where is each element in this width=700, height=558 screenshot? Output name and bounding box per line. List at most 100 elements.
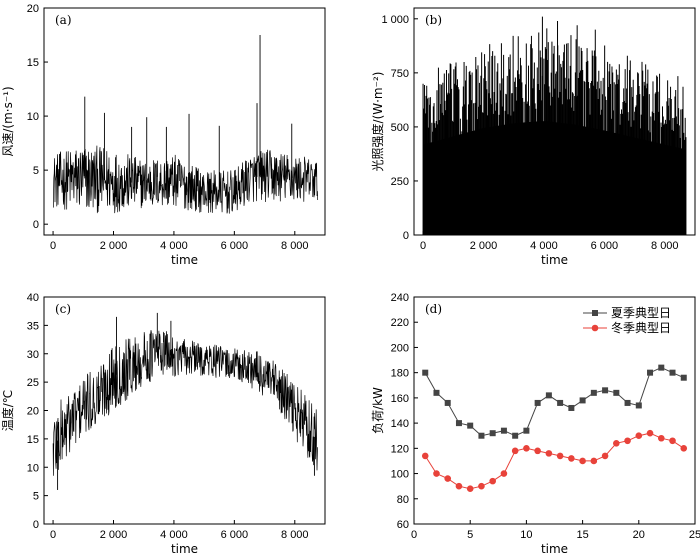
point-d-0-23: [680, 374, 687, 381]
legend-label-summer: 夏季典型日: [611, 306, 671, 320]
panel-label-c: (c): [55, 302, 71, 316]
y-tick-label-a-1: 5: [33, 165, 39, 177]
panel-label-d: (d): [425, 302, 442, 316]
series-irradiance: [422, 16, 687, 235]
series-line-d-0: [424, 367, 685, 437]
point-d-1-2: [444, 475, 452, 482]
point-d-0-21: [658, 364, 665, 371]
x-tick-label-d-2: 10: [520, 529, 532, 541]
x-axis-label-d: time: [541, 542, 568, 556]
plot-frame-d: [413, 296, 696, 525]
y-tick-label-b-2: 500: [391, 122, 409, 134]
point-d-1-5: [478, 482, 485, 490]
point-d-1-22: [669, 437, 676, 445]
point-d-0-14: [579, 397, 586, 404]
point-d-1-7: [500, 470, 508, 477]
point-d-0-5: [478, 432, 485, 439]
series-line-a: [52, 145, 319, 214]
point-d-0-1: [433, 389, 440, 396]
x-tick-label-a-2: 4 000: [160, 240, 188, 252]
x-tick-label-c-2: 4 000: [160, 529, 188, 541]
point-d-0-20: [647, 369, 654, 376]
point-d-1-1: [433, 470, 440, 477]
y-tick-label-d-7: 200: [391, 342, 409, 354]
series-wind-speed: [52, 35, 319, 214]
y-tick-label-c-0: 0: [33, 519, 39, 531]
point-d-0-3: [455, 420, 462, 427]
x-tick-label-a-3: 6 000: [221, 240, 249, 252]
x-tick-label-c-1: 2 000: [100, 529, 128, 541]
x-tick-label-b-0: 0: [420, 240, 426, 252]
point-d-1-11: [545, 450, 553, 457]
y-tick-label-c-8: 40: [27, 292, 39, 304]
y-tick-label-c-7: 35: [27, 320, 39, 332]
chart-panel-a: 0 2 000 4 000 6 000 8 000 0 5 10 15 20 (a) time 风…: [1, 3, 326, 267]
point-d-0-16: [602, 387, 609, 394]
chart-panel-c: 0 2 000 4 000 6 000 8 000 0 5 10 15 20 25 30 35 40 (c…: [0, 292, 326, 556]
plot-frame-a: [43, 7, 326, 236]
y-tick-label-b-0: 0: [403, 230, 409, 242]
point-d-1-10: [534, 447, 541, 455]
x-tick-label-a-0: 0: [50, 240, 56, 252]
point-d-0-8: [512, 432, 519, 439]
y-tick-label-a-3: 15: [27, 57, 39, 69]
x-tick-label-c-4: 8 000: [281, 529, 309, 541]
legend-swatch-winter-marker: [591, 324, 599, 332]
axis-ticks-c: 0 2 000 4 000 6 000 8 000 0 5 10 15 20 25 30 35 40: [27, 292, 309, 541]
y-tick-label-c-1: 5: [33, 491, 39, 503]
point-d-1-3: [455, 482, 463, 490]
x-tick-label-d-0: 0: [411, 529, 417, 541]
y-tick-label-d-6: 180: [391, 368, 409, 380]
x-axis-label-c: time: [171, 542, 198, 556]
point-d-1-9: [523, 445, 530, 452]
point-d-0-19: [635, 402, 642, 409]
x-tick-label-d-5: 25: [689, 529, 700, 541]
x-tick-label-d-3: 15: [576, 529, 588, 541]
legend-d: 夏季典型日 冬季典型日: [583, 306, 671, 335]
axis-ticks-d: 0 5 10 15 20 25 60 80 100 120 140 160 180 200 220 240: [391, 292, 700, 541]
panel-label-b: (b): [425, 13, 442, 27]
y-tick-label-a-2: 10: [27, 111, 39, 123]
point-d-0-0: [422, 369, 429, 376]
y-tick-label-d-5: 160: [391, 393, 409, 405]
y-tick-label-c-3: 15: [27, 434, 39, 446]
x-axis-label-b: time: [541, 253, 568, 267]
point-d-1-13: [568, 455, 575, 462]
y-tick-label-d-0: 60: [397, 519, 409, 531]
y-tick-label-d-1: 80: [397, 494, 409, 506]
point-d-1-18: [624, 437, 631, 445]
point-d-0-7: [500, 427, 507, 434]
x-tick-label-a-4: 8 000: [281, 240, 309, 252]
legend-swatch-summer-marker: [592, 310, 598, 316]
x-tick-label-d-4: 20: [633, 529, 645, 541]
y-axis-label-b: 光照强度/(W·m⁻²): [370, 72, 385, 172]
y-tick-label-d-2: 100: [391, 469, 409, 481]
point-d-0-13: [568, 404, 575, 411]
y-tick-label-a-4: 20: [27, 3, 39, 15]
point-d-0-11: [545, 392, 552, 399]
point-d-1-20: [646, 429, 654, 437]
plot-frame-b: [413, 7, 696, 236]
point-d-1-12: [556, 452, 564, 460]
point-d-1-21: [657, 434, 665, 442]
y-axis-label-c: 温度/℃: [0, 390, 15, 432]
y-axis-label-a: 风速/(m·s⁻¹): [1, 86, 15, 156]
y-tick-label-c-5: 25: [27, 377, 39, 389]
point-d-1-4: [466, 485, 474, 492]
point-d-1-15: [590, 457, 598, 465]
panel-label-a: (a): [55, 13, 72, 27]
x-tick-label-a-1: 2 000: [100, 240, 128, 252]
axis-ticks-a: 0 2 000 4 000 6 000 8 000 0 5 10 15 20: [27, 3, 309, 252]
point-d-1-14: [579, 457, 586, 465]
chart-panel-b: 0 2 000 4 000 6 000 8 000 0 250 500 750 1 000 (b)…: [370, 7, 696, 267]
x-tick-label-b-4: 8 000: [651, 240, 679, 252]
point-d-0-6: [489, 430, 496, 437]
y-tick-label-a-0: 0: [33, 219, 39, 231]
point-d-0-15: [590, 389, 597, 396]
y-tick-label-b-1: 250: [391, 176, 409, 188]
y-tick-label-b-3: 750: [391, 68, 409, 80]
point-d-1-19: [635, 432, 643, 440]
y-tick-label-b-4: 1 000: [381, 14, 409, 26]
point-d-0-2: [444, 399, 451, 406]
